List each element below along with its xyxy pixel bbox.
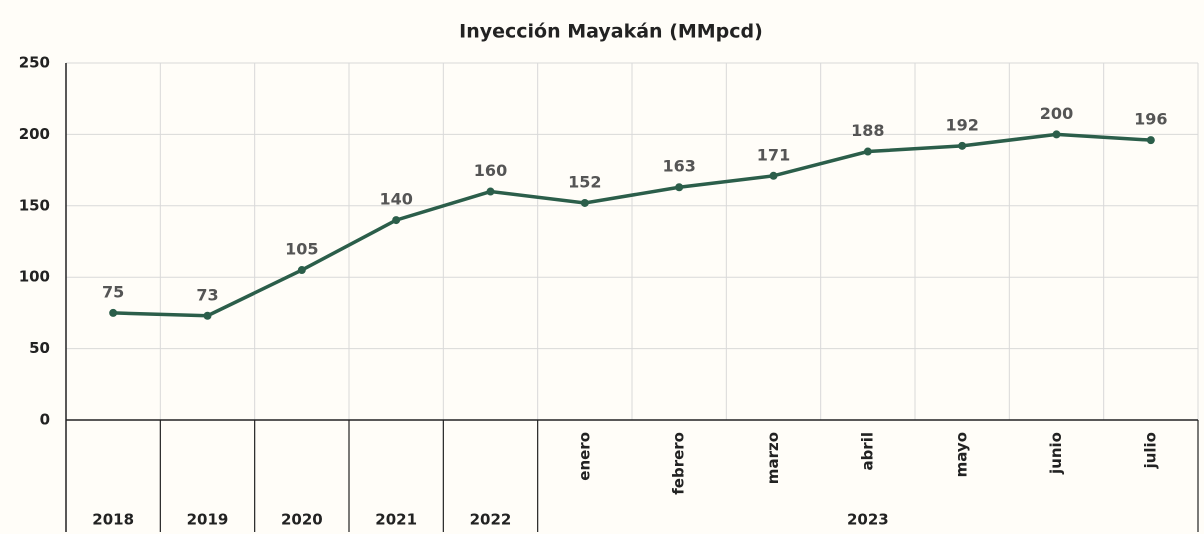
point [1147,136,1155,144]
x-tick-label: marzo [764,432,782,484]
data-label: 192 [945,115,978,134]
point [675,183,683,191]
data-label: 73 [196,285,218,304]
point [958,142,966,150]
chart-title: Inyección Mayakán (MMpcd) [459,21,763,43]
x-tick-label: julio [1141,432,1159,469]
point [298,266,306,274]
point [581,199,589,207]
data-label: 140 [379,190,412,209]
x-group-label: 2022 [470,511,512,529]
background [0,0,1204,534]
x-tick-label: junio [1047,432,1065,475]
x-tick-label: enero [575,432,593,481]
data-label: 196 [1134,110,1167,129]
x-tick-label: febrero [670,432,688,495]
data-label: 171 [757,145,790,164]
data-label: 200 [1040,104,1073,123]
x-tick-label: mayo [953,432,971,477]
x-group-label: 2020 [281,511,323,529]
point [487,188,495,196]
point [770,172,778,180]
x-group-label: 2023 [847,511,889,529]
data-label: 163 [662,157,695,176]
y-tick-label: 250 [19,54,50,72]
data-label: 160 [474,161,507,180]
x-group-label: 2018 [92,511,134,529]
y-tick-label: 0 [40,411,50,429]
point [109,309,117,317]
data-label: 152 [568,172,601,191]
y-tick-label: 200 [19,125,50,143]
y-tick-label: 50 [29,339,50,357]
point [204,312,212,320]
chart: Inyección Mayakán (MMpcd) 0 50 100 150 200 25… [0,0,1204,534]
point [392,216,400,224]
x-group-label: 2021 [375,511,417,529]
point [1053,130,1061,138]
data-label: 188 [851,121,884,140]
y-tick-label: 100 [19,268,50,286]
data-label: 105 [285,240,318,259]
x-tick-label: abril [858,432,876,471]
data-label: 75 [102,282,124,301]
y-tick-label: 150 [19,196,50,214]
x-group-label: 2019 [187,511,229,529]
point [864,148,872,156]
